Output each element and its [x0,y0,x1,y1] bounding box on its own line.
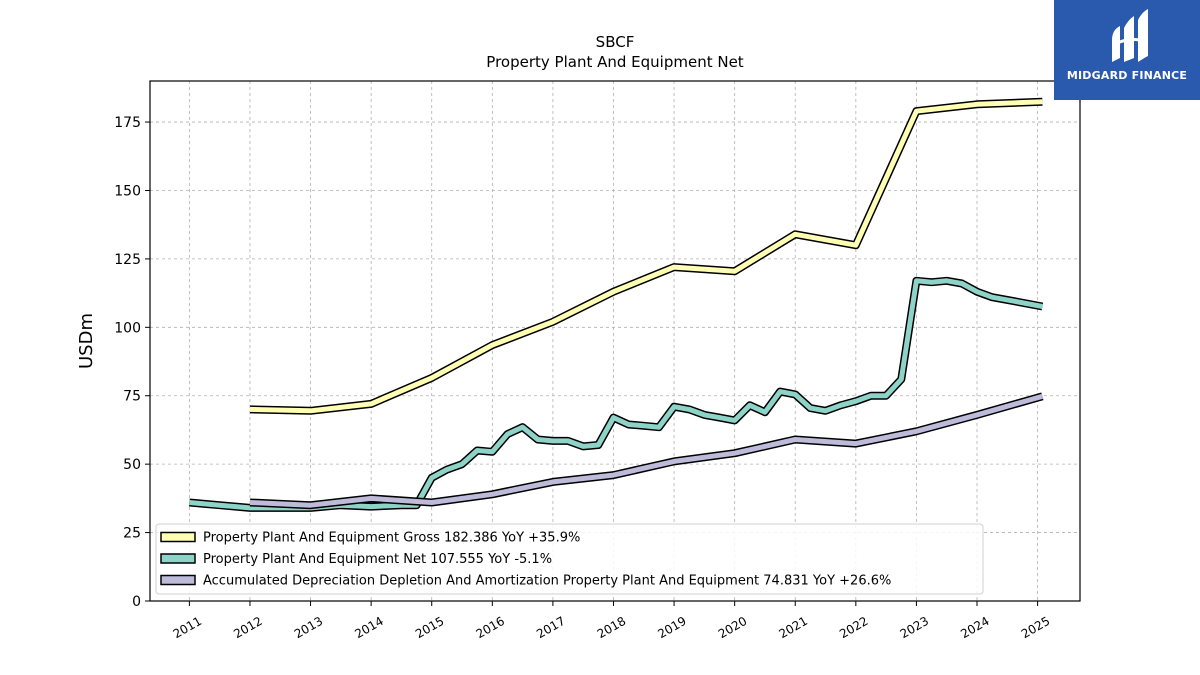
x-tick-label: 2024 [958,614,991,641]
x-tick-label: 2015 [413,614,446,641]
y-tick-label: 75 [123,389,141,405]
y-axis-label: USDm [76,313,97,369]
series-line-3 [249,393,1044,508]
y-tick-label: 0 [132,594,141,610]
y-tick-label: 100 [114,320,141,336]
y-axis: 0 25 50 75 100 125 150 175 [114,115,150,610]
x-tick-label: 2012 [231,614,264,641]
plot-frame [149,80,1081,602]
y-tick-label: 175 [114,115,141,131]
y-tick-label: 150 [114,183,141,199]
y-tick-label: 50 [123,457,141,473]
x-axis: 2011 2012 2013 2014 2015 2016 2017 2018 2019 2020… [171,601,1052,641]
brand-logo: MIDGARD FINANCE [1054,0,1200,100]
series-outline-3 [249,392,1044,510]
x-tick-label: 2021 [777,614,810,641]
y-tick-label: 25 [123,526,141,542]
chart-title: SBCF [596,33,635,51]
x-tick-label: 2022 [837,614,870,641]
logo-text: MIDGARD FINANCE [1066,69,1188,82]
x-tick-label: 2017 [534,614,567,641]
x-tick-label: 2013 [292,614,325,641]
series-line-1 [249,99,1043,414]
legend-label-1: Property Plant And Equipment Gross 182.3… [203,531,580,546]
legend: Property Plant And Equipment Gross 182.3… [155,523,984,595]
x-tick-label: 2018 [595,614,628,641]
x-tick-label: 2025 [1019,614,1052,641]
legend-label-3: Accumulated Depreciation Depletion And A… [203,574,891,589]
y-tick-label: 125 [114,252,141,268]
series-outline-1 [249,97,1043,415]
legend-swatch-3 [160,574,196,586]
x-tick-label: 2019 [655,614,688,641]
series-layer [189,97,1044,512]
legend-box [155,523,984,595]
x-tick-label: 2016 [474,614,507,641]
x-tick-label: 2011 [171,614,204,641]
x-tick-label: 2023 [898,614,931,641]
chart-subtitle: Property Plant And Equipment Net [486,53,743,71]
legend-label-2: Property Plant And Equipment Net 107.555… [203,552,552,567]
logo-mark-icon [1112,9,1148,62]
legend-swatch-2 [160,553,196,564]
x-tick-label: 2014 [352,614,385,641]
legend-swatch-1 [160,531,196,543]
x-tick-label: 2020 [716,614,749,641]
grid [150,81,1080,602]
